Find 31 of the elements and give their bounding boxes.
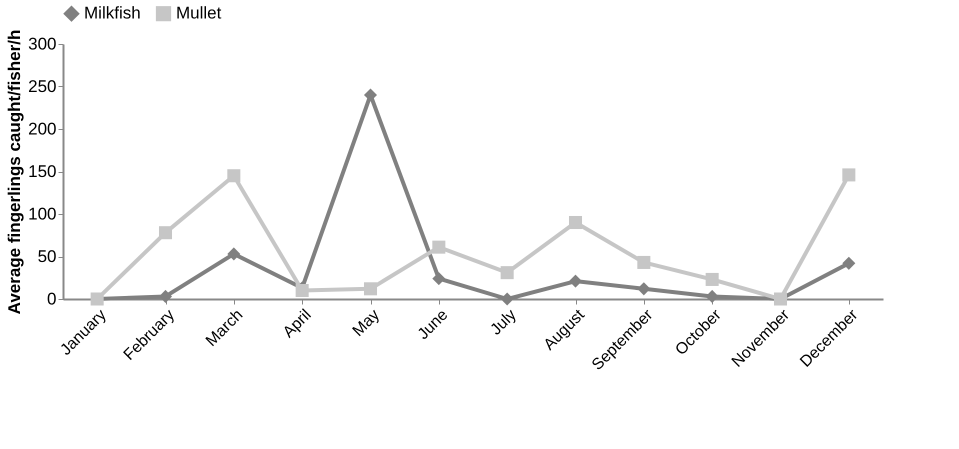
y-tick-label: 0 (47, 290, 56, 308)
point (706, 290, 719, 303)
point (227, 247, 240, 260)
point (158, 290, 172, 303)
point (296, 284, 309, 298)
point (500, 266, 514, 280)
point (364, 282, 378, 296)
y-tick-label: 150 (28, 162, 56, 181)
y-tick-label: 200 (28, 120, 56, 138)
point (568, 274, 582, 288)
point (637, 256, 650, 269)
x-tick-label: July (488, 306, 520, 339)
legend-label: Milkfish (84, 4, 141, 23)
point (842, 168, 856, 182)
legend-label: Mullet (176, 4, 222, 23)
y-tick-label: 300 (28, 34, 56, 54)
point (158, 226, 172, 240)
point (842, 256, 856, 270)
y-tick-label: 250 (28, 77, 56, 96)
point (568, 216, 582, 230)
point (227, 169, 240, 182)
point (500, 292, 514, 306)
point (706, 272, 719, 286)
point (432, 240, 446, 254)
point (637, 282, 650, 296)
y-tick-label: 50 (38, 247, 56, 266)
point (364, 88, 378, 102)
y-axis-title: Average fingerlings caught/fisher/h (5, 30, 24, 314)
y-tick-label: 100 (28, 204, 56, 224)
point (432, 272, 446, 286)
x-tick-label: May (350, 306, 384, 340)
